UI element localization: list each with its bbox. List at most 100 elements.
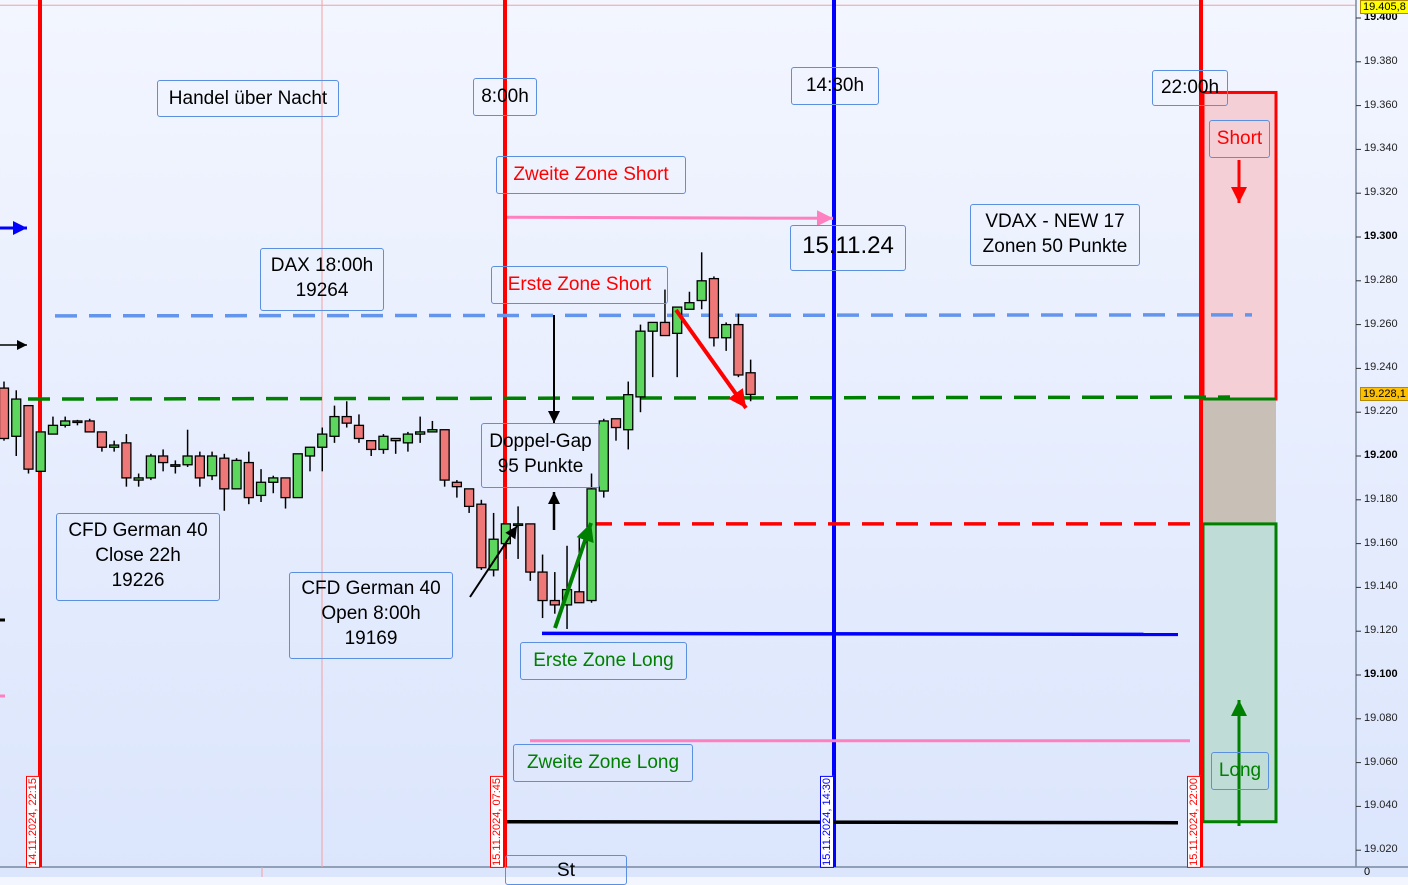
candle-bearish — [525, 523, 536, 573]
gap-down-arrow-head — [548, 411, 560, 423]
time-marker-1: 14.11.2024, 22:15 — [26, 776, 40, 868]
candle-bearish — [121, 442, 132, 479]
open-line-3: 19169 — [344, 628, 398, 649]
y-tick-label: 19.280 — [1364, 273, 1398, 286]
candle-bearish — [439, 429, 450, 481]
candle-bullish — [11, 398, 22, 437]
candle-bearish — [733, 323, 744, 376]
y-tick-label: 19.220 — [1364, 405, 1398, 418]
candle-bullish — [133, 477, 144, 481]
long-move-arrow-head — [576, 523, 594, 543]
candle-bullish — [647, 321, 658, 332]
label-erste-zone-long[interactable]: Erste Zone Long — [520, 642, 687, 680]
candle-bearish — [476, 503, 487, 569]
y-tick-label: 19.340 — [1364, 142, 1398, 155]
candle-bullish — [329, 415, 340, 437]
candle-bearish — [341, 415, 352, 424]
label-1430h[interactable]: 14:30h — [791, 67, 879, 105]
erste-zone-long-level — [541, 631, 1179, 637]
y-tick-label: 19.020 — [1364, 843, 1398, 856]
candles — [0, 252, 756, 630]
candle-bearish — [353, 424, 365, 440]
label-cfd-open[interactable]: CFD German 40 Open 8:00h 19169 — [289, 572, 453, 659]
label-cfd-close[interactable]: CFD German 40 Close 22h 19226 — [56, 513, 220, 601]
candle-bullish — [304, 446, 316, 457]
long-target-arrow-head — [1231, 700, 1247, 716]
candle-bearish — [610, 418, 622, 429]
candle-bullish — [109, 444, 120, 448]
candle-bullish — [292, 453, 303, 499]
candle-bullish — [317, 433, 328, 448]
candle-bullish — [684, 302, 695, 310]
candle-bullish — [586, 488, 597, 602]
candle-bullish — [598, 420, 609, 492]
close-line-1: CFD German 40 — [68, 520, 208, 541]
label-long[interactable]: Long — [1211, 752, 1269, 790]
dax-18h-level — [54, 313, 1253, 318]
long-move-arrow — [553, 522, 593, 629]
candle-bearish — [745, 372, 756, 396]
candle-bearish — [96, 431, 108, 448]
label-zweite-zone-long[interactable]: Zweite Zone Long — [513, 744, 693, 782]
candle-bearish — [280, 477, 291, 499]
label-handel-ueber-nacht[interactable]: Handel über Nacht — [157, 80, 339, 117]
label-22h[interactable]: 22:00h — [1152, 70, 1228, 106]
y-tick-label: 19.040 — [1364, 799, 1398, 812]
gap-line-2: 95 Punkte — [497, 456, 584, 477]
candle-bullish — [721, 323, 732, 339]
y-tick-label: 19.160 — [1364, 536, 1398, 549]
candle-bearish — [219, 457, 230, 490]
label-erste-zone-short[interactable]: Erste Zone Short — [491, 266, 668, 304]
candle-bullish — [512, 523, 524, 527]
label-short[interactable]: Short — [1209, 120, 1270, 158]
gap-up-arrow-head — [548, 492, 560, 504]
open-line-1: CFD German 40 — [301, 578, 441, 599]
candle-bearish — [390, 437, 401, 442]
zweite-zone-short-arrow-head — [816, 210, 833, 227]
label-date[interactable]: 15.11.24 — [790, 225, 906, 271]
label-cut-off[interactable]: St — [505, 855, 627, 885]
candle-bullish — [35, 431, 46, 472]
short-move-arrow-head — [728, 388, 746, 408]
candle-bullish — [378, 435, 389, 451]
candle-bullish — [696, 280, 707, 302]
y-tick-label: 19.100 — [1364, 668, 1398, 680]
candle-bearish — [0, 387, 10, 440]
candle-bullish — [635, 330, 646, 398]
y-tick-label: 19.060 — [1364, 755, 1398, 768]
label-zweite-zone-short[interactable]: Zweite Zone Short — [496, 156, 686, 194]
short-target-arrow-head — [1231, 187, 1247, 203]
candle-bullish — [427, 429, 438, 433]
candle-bullish — [402, 433, 414, 444]
label-doppel-gap[interactable]: Doppel-Gap 95 Punkte — [481, 423, 600, 488]
y-tick-label: 19.120 — [1364, 624, 1398, 637]
candle-bearish — [549, 599, 560, 606]
candle-bullish — [206, 455, 218, 477]
label-dax-18h[interactable]: DAX 18:00h 19264 — [260, 248, 384, 311]
vdax-line-2: Zonen 50 Punkte — [982, 236, 1128, 257]
candle-bullish — [72, 420, 83, 424]
time-marker-2: 15.11.2024, 07:45 — [490, 776, 504, 868]
left-black-arrow-head — [17, 340, 27, 350]
candle-bearish — [537, 571, 548, 602]
support-level — [506, 819, 1179, 825]
candle-bearish — [659, 321, 671, 337]
y-tick-label: 19.140 — [1364, 580, 1398, 593]
candle-bullish — [182, 455, 193, 466]
label-8h[interactable]: 8:00h — [473, 78, 537, 116]
y-tick-label: 19.260 — [1364, 317, 1398, 330]
candle-bullish — [145, 455, 157, 479]
candle-bullish — [415, 431, 426, 435]
candle-bearish — [463, 488, 475, 508]
candle-bearish — [194, 455, 205, 479]
close-line-3: 19226 — [111, 570, 165, 591]
label-vdax[interactable]: VDAX - NEW 17 Zonen 50 Punkte — [970, 204, 1140, 266]
time-marker-4: 15.11.2024, 22:00 — [1187, 776, 1201, 868]
close-22h-level — [27, 395, 1231, 401]
y-tick-label: 19.180 — [1364, 492, 1398, 505]
zweite-zone-short-arrow — [506, 215, 834, 220]
y-tick-label: 19.240 — [1364, 361, 1398, 374]
y-tick-label: 19.360 — [1364, 98, 1398, 111]
y-tick-label: 19.400 — [1364, 11, 1398, 23]
